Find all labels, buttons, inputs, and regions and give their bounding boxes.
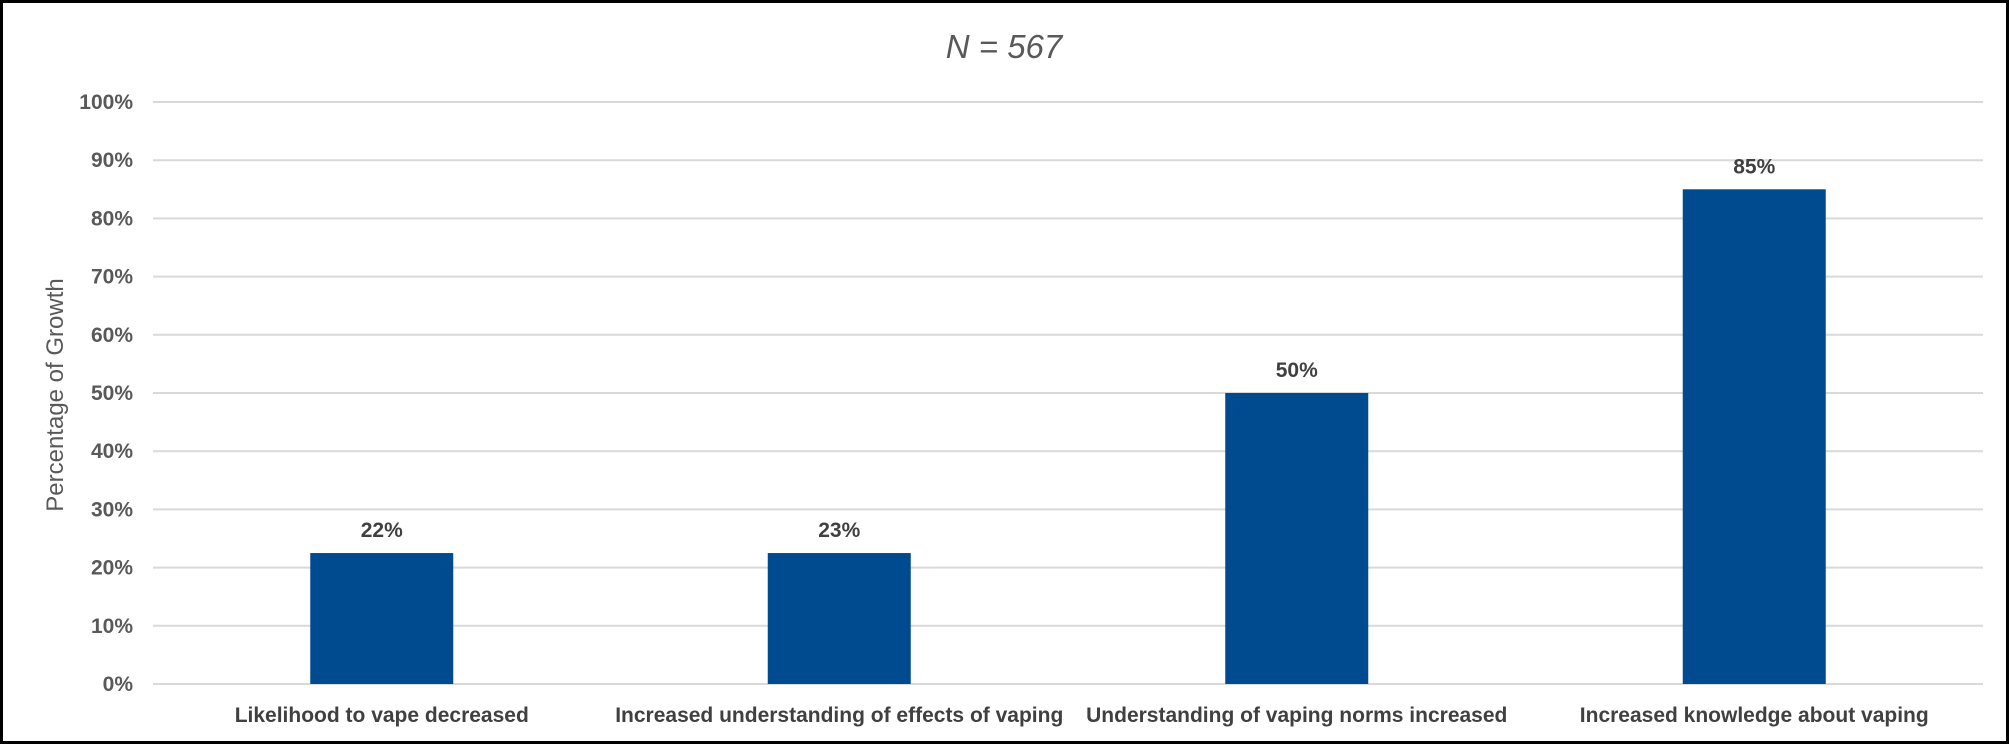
y-tick-label: 100% xyxy=(79,91,133,114)
data-labels: 22% 23% 50% 85% xyxy=(361,155,1776,542)
data-label: 85% xyxy=(1733,155,1775,178)
y-tick-label: 20% xyxy=(91,557,133,580)
bar xyxy=(1225,393,1369,684)
y-tick-label: 10% xyxy=(91,615,133,638)
data-label: 22% xyxy=(361,519,403,542)
y-tick-label: 50% xyxy=(91,382,133,405)
x-axis-labels: Likelihood to vape decreased Increased un… xyxy=(235,704,1929,727)
data-label: 50% xyxy=(1276,359,1318,382)
data-label: 23% xyxy=(818,519,860,542)
gridlines xyxy=(153,101,1983,685)
bar xyxy=(767,553,911,684)
y-axis-ticks: 0% 10% 20% 30% 40% 50% 60% 70% 80% 90% 100% xyxy=(79,91,133,696)
x-category-label: Increased knowledge about vaping xyxy=(1580,704,1929,727)
x-category-label: Understanding of vaping norms increased xyxy=(1086,704,1507,727)
bar xyxy=(310,553,454,684)
y-tick-label: 30% xyxy=(91,498,133,521)
y-tick-label: 40% xyxy=(91,440,133,463)
y-tick-label: 70% xyxy=(91,266,133,289)
x-category-label: Likelihood to vape decreased xyxy=(235,704,529,727)
chart-title: N = 567 xyxy=(946,28,1064,65)
y-tick-label: 90% xyxy=(91,149,133,172)
bars xyxy=(310,189,1826,685)
bar-chart: N = 567 Percentage of Growth 0% 10% 20% 30%… xyxy=(42,28,1983,727)
x-category-label: Increased understanding of effects of va… xyxy=(615,704,1063,727)
y-tick-label: 60% xyxy=(91,324,133,347)
y-tick-label: 0% xyxy=(103,673,134,696)
bar xyxy=(1682,189,1826,685)
y-axis-label: Percentage of Growth xyxy=(42,278,69,511)
y-tick-label: 80% xyxy=(91,207,133,230)
